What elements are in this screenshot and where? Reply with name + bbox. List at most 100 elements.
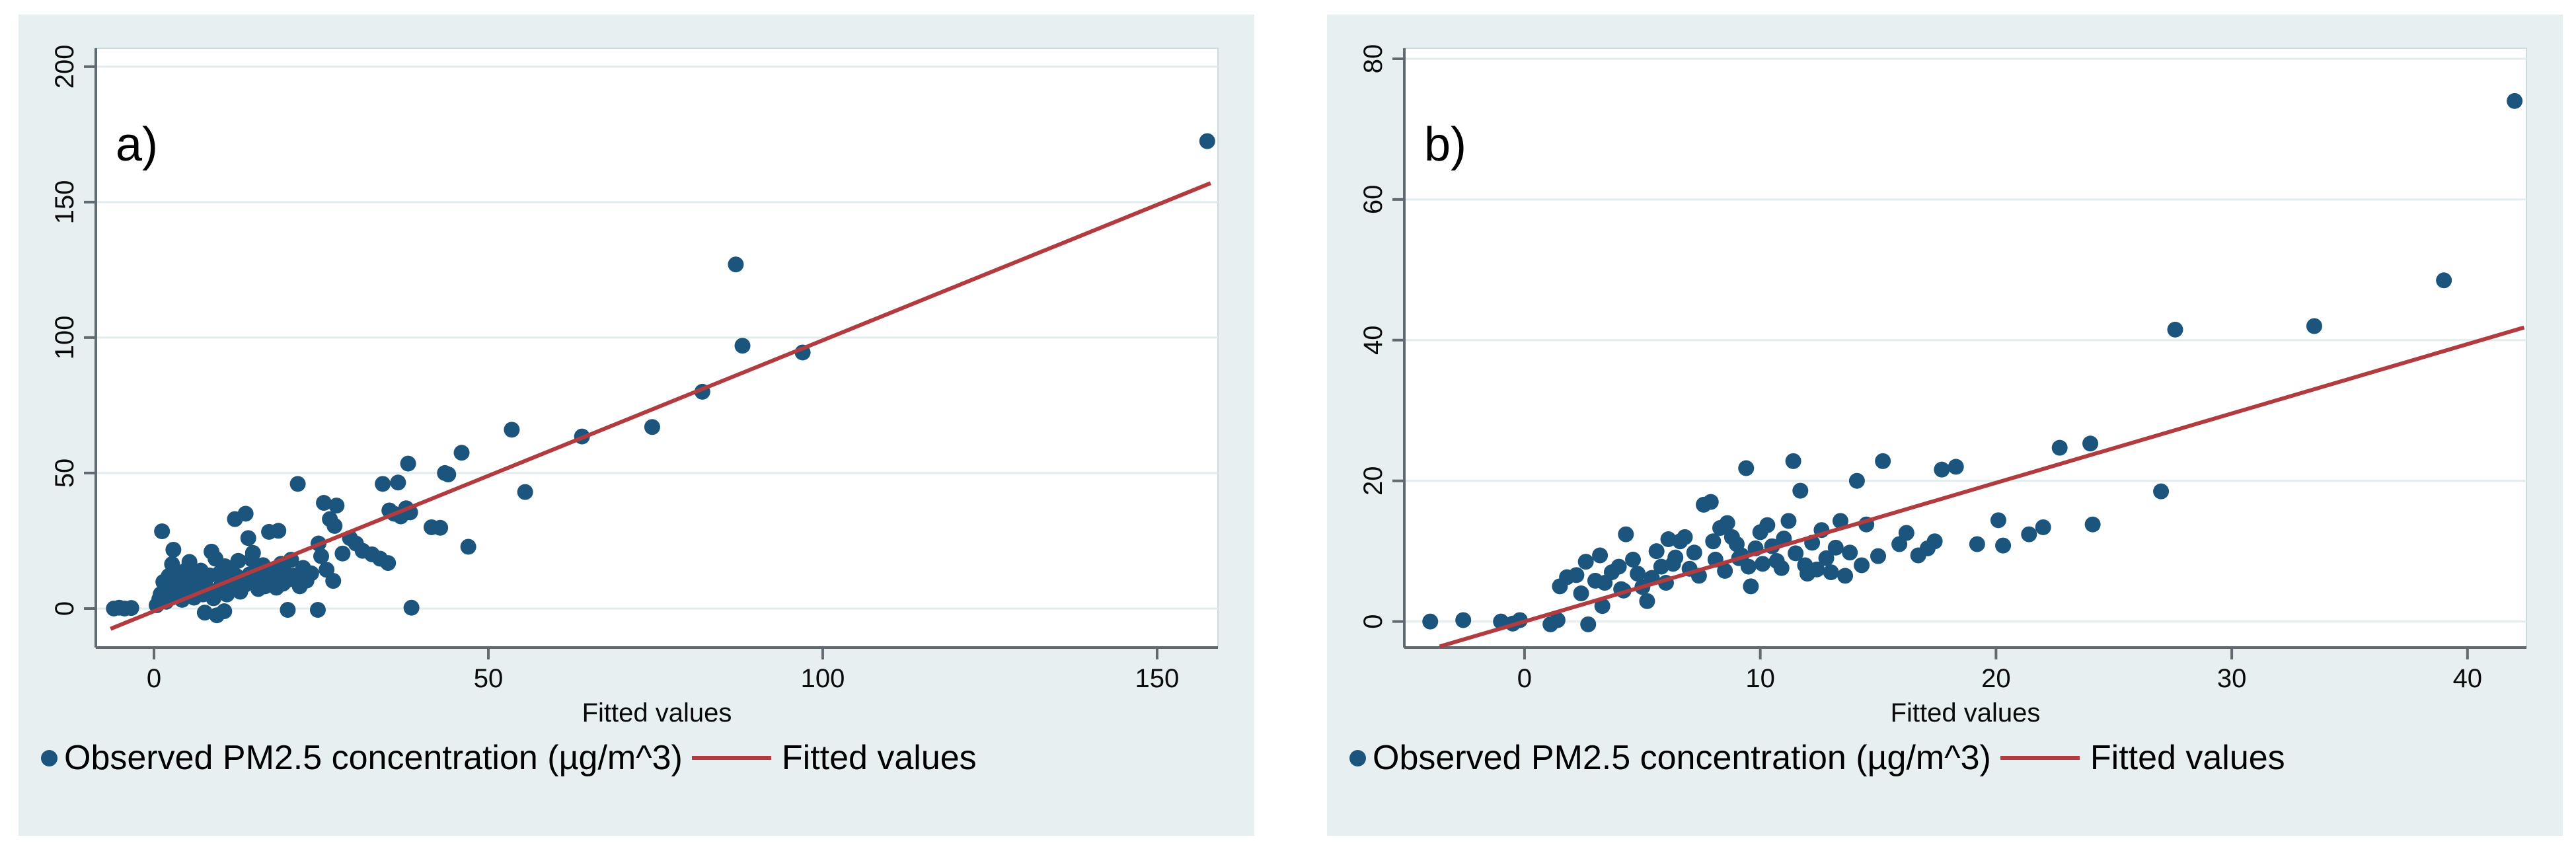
- scatter-point: [1549, 612, 1566, 628]
- y-tick-label: 0: [50, 601, 79, 616]
- scatter-point: [1809, 561, 1825, 578]
- scatter-point: [1686, 544, 1702, 561]
- scatter-point: [196, 605, 213, 621]
- scatter-point: [334, 545, 351, 562]
- scatter-point: [1630, 566, 1646, 582]
- scatter-point: [2035, 519, 2051, 535]
- scatter-point: [1755, 556, 1771, 572]
- scatter-point: [237, 505, 254, 522]
- legend-b: Observed PM2.5 concentration (µg/m^3) Fi…: [1349, 732, 2546, 784]
- scatter-point: [1780, 513, 1797, 529]
- panel-a: 0 50 100 150 200 0 50 100 150 Fitted values a) Obs…: [19, 15, 1254, 836]
- y-tick-label: 20: [1359, 466, 1388, 496]
- scatter-point: [1990, 512, 2006, 529]
- y-tick-label: 80: [1359, 44, 1388, 74]
- legend-label-observed: Observed PM2.5 concentration (µg/m^3): [1373, 739, 1991, 777]
- scatter-point: [313, 548, 330, 564]
- scatter-plot-a: 0 50 100 150 200 0 50 100 150 Fitted values a): [50, 45, 1219, 727]
- legend-label-observed: Observed PM2.5 concentration (µg/m^3): [64, 739, 683, 777]
- y-axis-ticks: 0 50 100 150 200: [50, 45, 96, 616]
- x-axis-ticks: 0 50 100 150: [147, 648, 1179, 693]
- scatter-point: [1759, 517, 1776, 533]
- x-tick-label: 50: [474, 664, 504, 693]
- scatter-point: [1422, 613, 1439, 630]
- scatter-point: [1592, 547, 1609, 564]
- y-tick-label: 40: [1359, 326, 1388, 355]
- scatter-point: [728, 256, 744, 273]
- scatter-point: [2167, 321, 2183, 338]
- scatter-point: [1875, 453, 1891, 469]
- scatter-point: [123, 600, 139, 616]
- scatter-point: [1785, 453, 1801, 469]
- scatter-point: [432, 519, 449, 536]
- scatter-point: [216, 603, 233, 620]
- scatter-points: [106, 133, 1215, 624]
- scatter-point: [1580, 616, 1597, 632]
- axes: [1403, 48, 2526, 649]
- scatter-point: [2051, 439, 2068, 456]
- scatter-point: [504, 422, 520, 438]
- scatter-point: [1610, 558, 1627, 575]
- scatter-point: [1995, 537, 2012, 554]
- x-tick-label: 10: [1745, 664, 1775, 693]
- scatter-point: [2507, 93, 2523, 109]
- axes: [95, 48, 1218, 649]
- fit-line: [110, 181, 1211, 631]
- scatter-point: [1677, 529, 1693, 545]
- scatter-marker-icon: [41, 749, 57, 766]
- scatter-point: [1926, 533, 1943, 550]
- y-tick-label: 50: [50, 459, 79, 488]
- scatter-point: [164, 556, 180, 572]
- y-tick-label: 60: [1359, 185, 1388, 215]
- legend-label-fitted: Fitted values: [781, 739, 977, 777]
- scatter-point: [1854, 557, 1870, 574]
- x-tick-label: 0: [147, 664, 161, 693]
- scatter-point: [240, 530, 256, 546]
- scatter-point: [1792, 482, 1809, 499]
- fit-line-icon: [691, 756, 771, 760]
- scatter-point: [453, 445, 470, 461]
- scatter-point: [1738, 460, 1755, 476]
- plot-area: [1404, 48, 2527, 648]
- x-tick-label: 100: [801, 664, 845, 693]
- scatter-point: [1648, 543, 1665, 560]
- scatter-point: [1898, 525, 1914, 541]
- scatter-point: [2436, 272, 2452, 289]
- x-tick-label: 40: [2453, 664, 2483, 693]
- scatter-point: [1577, 554, 1594, 570]
- scatter-point: [390, 474, 406, 491]
- scatter-point: [1667, 549, 1684, 566]
- scatter-point: [1455, 612, 1472, 628]
- scatter-point: [1639, 593, 1655, 609]
- scatter-point: [316, 495, 332, 511]
- scatter-point: [1594, 598, 1610, 615]
- scatter-point: [1717, 562, 1733, 579]
- scatter-point: [328, 498, 345, 514]
- y-axis-ticks: 0 20 40 60 80: [1359, 44, 1404, 629]
- scatter-point: [303, 565, 319, 581]
- scatter-point: [1573, 585, 1589, 602]
- scatter-point: [245, 544, 261, 561]
- scatter-point: [2153, 483, 2170, 500]
- y-tick-label: 100: [50, 316, 79, 360]
- fit-line-icon: [2000, 756, 2080, 760]
- panel-letter: b): [1424, 118, 1466, 171]
- scatter-point: [1823, 564, 1839, 581]
- scatter-point: [1773, 560, 1790, 576]
- x-axis-ticks: 0 10 20 30 40: [1517, 648, 2482, 693]
- scatter-point: [1788, 545, 1804, 562]
- scatter-point: [460, 539, 476, 555]
- x-tick-label: 0: [1517, 664, 1532, 693]
- scatter-point: [1848, 472, 1865, 489]
- scatter-point: [2021, 526, 2037, 542]
- scatter-point: [1948, 459, 1964, 475]
- x-tick-label: 150: [1135, 664, 1180, 693]
- plot-area: [95, 48, 1219, 648]
- scatter-point: [1870, 548, 1887, 564]
- y-tick-label: 150: [50, 180, 79, 225]
- scatter-plot-b: 0 20 40 60 80 0 10 20 30 40 Fitted values b): [1359, 44, 2527, 727]
- scatter-point: [289, 476, 306, 492]
- scatter-point: [400, 455, 416, 472]
- scatter-point: [326, 517, 343, 534]
